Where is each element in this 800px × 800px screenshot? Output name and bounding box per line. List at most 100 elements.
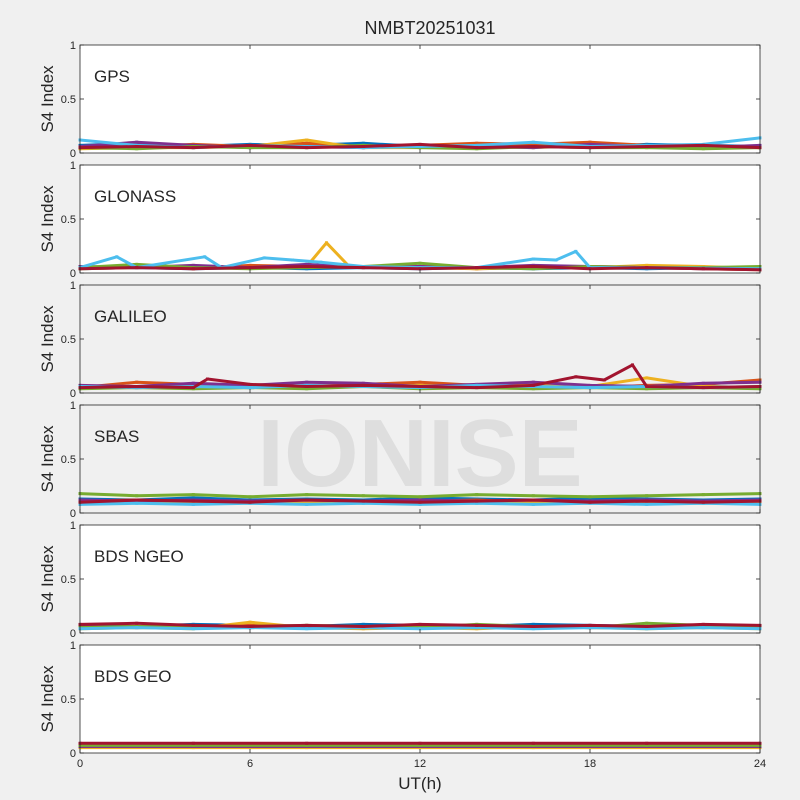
- data-point: [361, 381, 365, 385]
- data-point: [191, 502, 195, 506]
- data-point: [645, 627, 649, 631]
- y-axis-label: S4 Index: [38, 305, 57, 373]
- data-point: [418, 627, 422, 631]
- y-tick-label: 1: [70, 160, 76, 172]
- y-tick-label: 1: [70, 40, 76, 52]
- data-point: [701, 386, 705, 390]
- data-point: [291, 258, 294, 262]
- data-point: [135, 626, 139, 630]
- panel-label: GPS: [94, 67, 130, 86]
- data-point: [135, 262, 139, 266]
- data-point: [418, 743, 422, 747]
- data-point: [475, 501, 479, 505]
- data-point: [588, 383, 592, 387]
- data-point: [645, 387, 649, 391]
- data-point: [305, 502, 309, 506]
- panel-gps: 0 0.5 1 S4 Index GPS: [38, 40, 762, 160]
- data-point: [475, 493, 479, 497]
- x-tick-label: 24: [754, 758, 766, 770]
- data-point: [588, 495, 592, 499]
- data-point: [325, 241, 328, 245]
- data-point: [602, 378, 606, 382]
- data-point: [418, 498, 422, 502]
- data-point: [305, 743, 309, 747]
- data-point: [135, 494, 139, 498]
- data-point: [475, 386, 479, 390]
- data-point: [531, 142, 535, 146]
- data-point: [645, 621, 649, 625]
- data-point: [701, 500, 705, 504]
- data-point: [361, 266, 365, 270]
- y-tick-label: 0.5: [61, 214, 76, 226]
- data-point: [701, 493, 705, 497]
- data-point: [531, 145, 535, 148]
- panel-bds-ngeo: 0 0.5 1 S4 Index BDS NGEO: [38, 520, 762, 640]
- panel-sbas: 0 0.5 1 S4 Index SBAS: [38, 400, 762, 520]
- data-point: [588, 140, 592, 144]
- data-point: [248, 266, 252, 270]
- panel-label: SBAS: [94, 427, 139, 446]
- data-point: [418, 261, 422, 265]
- data-point: [191, 386, 195, 390]
- data-point: [475, 383, 479, 387]
- data-point: [531, 380, 535, 384]
- plot-area: [80, 285, 760, 393]
- data-point: [191, 743, 195, 747]
- data-point: [631, 363, 634, 367]
- watermark-text: IONISE: [257, 400, 582, 507]
- data-point: [305, 498, 309, 502]
- y-tick-label: 0: [70, 628, 76, 640]
- data-point: [191, 623, 195, 627]
- data-point: [475, 266, 479, 270]
- series-line-7: [78, 363, 762, 390]
- data-point: [418, 495, 422, 499]
- data-point: [191, 499, 195, 503]
- data-point: [588, 500, 592, 504]
- data-point: [305, 385, 309, 388]
- data-point: [361, 383, 365, 387]
- data-point: [418, 267, 422, 271]
- data-point: [645, 145, 649, 148]
- panel-bds-geo: 0 0.5 1 0 6 12 18 24 S4 Index BDS GEO: [38, 640, 766, 770]
- data-point: [531, 383, 535, 387]
- data-point: [305, 741, 309, 745]
- data-point: [531, 387, 535, 391]
- x-tick-label: 18: [584, 758, 596, 770]
- data-point: [574, 249, 578, 253]
- y-axis-label: S4 Index: [38, 185, 57, 253]
- x-tick-label: 0: [77, 758, 83, 770]
- data-point: [191, 493, 195, 497]
- data-point: [135, 498, 139, 502]
- data-point: [206, 377, 209, 381]
- panel-label: GALILEO: [94, 307, 167, 326]
- data-point: [361, 141, 365, 145]
- y-axis-label: S4 Index: [38, 425, 57, 493]
- data-point: [588, 386, 592, 390]
- data-point: [418, 500, 422, 504]
- data-point: [305, 141, 309, 145]
- data-point: [248, 620, 252, 624]
- data-point: [135, 140, 139, 144]
- data-point: [475, 499, 479, 503]
- data-point: [191, 496, 195, 500]
- data-point: [418, 142, 422, 146]
- data-point: [361, 499, 365, 503]
- data-point: [645, 266, 649, 270]
- data-point: [645, 263, 649, 267]
- data-point: [305, 627, 309, 631]
- data-point: [475, 143, 479, 147]
- data-point: [531, 140, 535, 144]
- data-point: [645, 494, 649, 498]
- data-point: [701, 381, 705, 385]
- data-point: [531, 622, 535, 626]
- data-point: [361, 625, 365, 628]
- figure-title: NMBT20251031: [364, 18, 495, 38]
- data-point: [191, 381, 195, 385]
- data-point: [135, 380, 139, 384]
- panel-glonass: 0 0.5 1 S4 Index GLONASS: [38, 160, 762, 280]
- data-point: [248, 500, 252, 504]
- data-point: [305, 493, 309, 497]
- data-point: [305, 623, 309, 627]
- data-point: [305, 262, 309, 266]
